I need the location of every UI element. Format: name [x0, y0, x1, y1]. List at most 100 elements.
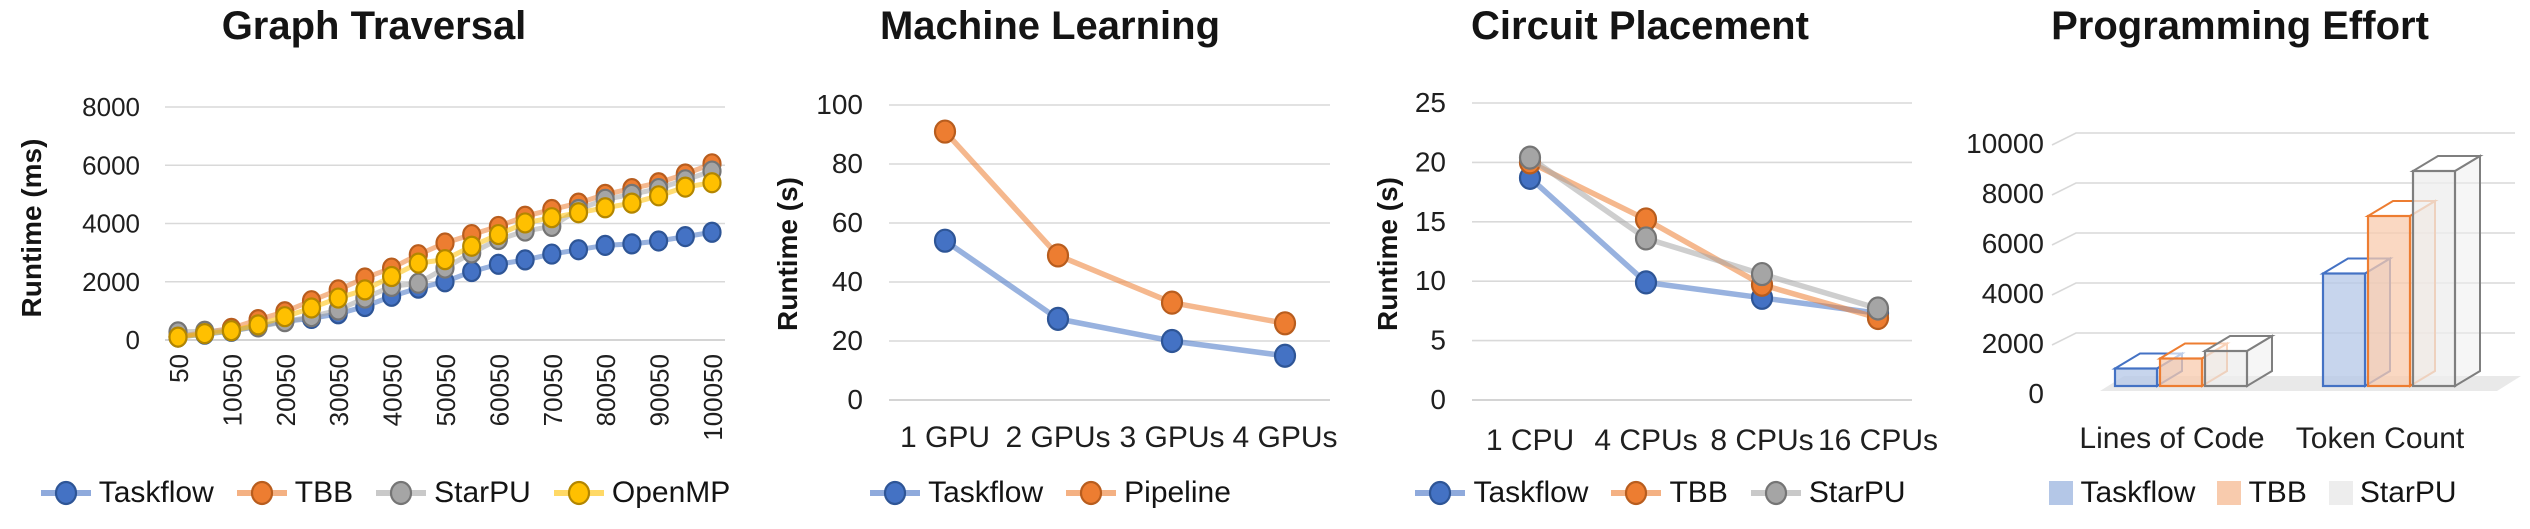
bar-front-face [2113, 367, 2159, 388]
x-tick-label: 30050 [324, 354, 354, 426]
y-tick-label: 80 [832, 148, 863, 179]
data-point-openmp [542, 207, 562, 229]
legend-label: StarPU [1808, 476, 1906, 509]
series-line-starpu [1527, 154, 1881, 312]
data-point-taskflow [622, 233, 642, 255]
data-point-openmp [168, 326, 188, 348]
chart-graph-traversal: 0 2000 4000 6000 8000 50 10050 20050 30050 40050 5… [82, 92, 728, 441]
legend-circuit-placement: Taskflow TBB StarPU [1360, 466, 1960, 520]
data-point-pipeline [933, 119, 957, 144]
gridline [2051, 182, 2515, 196]
legend-label: Taskflow [928, 476, 1044, 509]
data-point-taskflow [542, 243, 562, 265]
legend-label: StarPU [434, 476, 531, 509]
legend-marker-starpu [376, 480, 427, 506]
series-line-pipeline [942, 128, 1288, 327]
x-tick-label: 50 [164, 354, 194, 383]
legend-item-tbb: TBB [236, 476, 353, 510]
data-point-openmp [568, 202, 589, 224]
bar-front-face [2411, 169, 2457, 388]
legend-label: TBB [2248, 476, 2307, 509]
legend-item-starpu: StarPU [2328, 476, 2457, 510]
legend-label: Taskflow [98, 476, 214, 509]
x-tick-label: 40050 [378, 354, 408, 426]
x-tick-label: 50050 [431, 354, 461, 426]
legend-item-pipeline: Pipeline [1065, 476, 1231, 510]
bar-front-face [2366, 214, 2412, 388]
y-tick-label: 40 [832, 266, 863, 297]
y-tick-label: 0 [847, 384, 863, 415]
y-tick-label: 20 [1415, 146, 1446, 177]
data-point-taskflow [1046, 306, 1070, 331]
category-label: Token Count [2296, 422, 2465, 455]
x-tick-label: 2 GPUs [1005, 421, 1110, 454]
legend-marker-taskflow [1415, 480, 1466, 506]
y-tick-label: 8000 [82, 92, 140, 122]
legend-label: Taskflow [1473, 476, 1589, 509]
x-tick-label: 3 GPUs [1119, 421, 1224, 454]
legend-marker-taskflow [40, 480, 91, 506]
chart-title-programming-effort: Programming Effort [2051, 4, 2429, 48]
legend-item-tbb: TBB [2217, 476, 2307, 510]
legend-machine-learning: Taskflow Pipeline [750, 466, 1350, 520]
bar-front-face [2321, 272, 2367, 388]
legend-marker-pipeline [1066, 480, 1117, 506]
bar-front-face [2203, 349, 2249, 388]
x-tick-label: 90050 [645, 354, 675, 426]
y-tick-label: 6000 [82, 150, 140, 180]
data-point-taskflow [1634, 270, 1658, 295]
data-point-taskflow [933, 228, 957, 253]
series-line-tbb [1527, 159, 1881, 321]
data-point-openmp [221, 320, 241, 342]
data-point-openmp [462, 235, 482, 257]
legend-marker-tbb [1611, 480, 1662, 506]
x-tick-label: 8 CPUs [1710, 424, 1813, 457]
data-point-taskflow [675, 226, 695, 248]
data-point-starpu [1634, 226, 1658, 251]
data-point-taskflow [595, 234, 615, 256]
y-tick-label: 20 [832, 325, 863, 356]
data-point-openmp [515, 212, 535, 234]
bar-starpu-lines-of-code [2201, 334, 2276, 388]
y-tick-label: 10 [1415, 265, 1446, 296]
category-label: Lines of Code [2079, 422, 2264, 455]
legend-label: OpenMP [611, 476, 731, 509]
legend-programming-effort: Taskflow TBB StarPU [1953, 466, 2530, 520]
legend-item-starpu: StarPU [375, 476, 531, 510]
data-point-openmp [488, 223, 508, 246]
y-tick-label: 0 [2028, 378, 2044, 409]
y-tick-label: 4000 [1982, 278, 2044, 309]
chart-machine-learning: 0 20 40 60 80 100 1 GPU 2 GPUs 3 GPUs 4 GPUs [816, 89, 1337, 454]
y-tick-label: 2000 [82, 267, 140, 297]
y-tick-label: 4000 [82, 209, 140, 239]
data-point-starpu [1518, 145, 1542, 170]
x-tick-label: 4 CPUs [1594, 424, 1697, 457]
data-point-taskflow [568, 239, 589, 261]
y-axis-title-graph-traversal: Runtime (ms) [16, 138, 47, 318]
y-tick-label: 0 [126, 325, 140, 355]
legend-item-starpu: StarPU [1750, 476, 1906, 510]
bar-starpu-token-count [2409, 154, 2484, 388]
chart-circuit-placement: 0 5 10 15 20 25 1 CPU 4 CPUs 8 CPUs 16 CPUs [1415, 87, 1938, 457]
data-point-openmp [675, 176, 695, 198]
legend-marker-openmp [553, 480, 604, 506]
data-point-openmp [595, 197, 615, 219]
y-tick-label: 8000 [1982, 178, 2044, 209]
data-point-taskflow [702, 221, 722, 243]
bar-front-face [2158, 357, 2204, 388]
data-point-taskflow [1273, 343, 1297, 368]
legend-item-taskflow: Taskflow [1414, 476, 1588, 510]
y-axis-title-machine-learning: Runtime (s) [772, 177, 803, 331]
legend-item-tbb: TBB [1610, 476, 1728, 510]
chart-title-graph-traversal: Graph Traversal [221, 4, 527, 48]
y-axis-title-circuit-placement: Runtime (s) [1372, 177, 1403, 331]
y-tick-label: 0 [1430, 384, 1446, 415]
data-point-starpu [1866, 296, 1890, 321]
y-tick-label: 6000 [1982, 228, 2044, 259]
gridline [2051, 132, 2515, 146]
legend-item-taskflow: Taskflow [2049, 476, 2195, 510]
series-line-taskflow [942, 237, 1288, 359]
data-point-taskflow [1160, 328, 1184, 354]
data-point-openmp [622, 192, 642, 214]
